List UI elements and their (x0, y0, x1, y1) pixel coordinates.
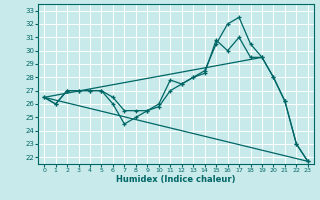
X-axis label: Humidex (Indice chaleur): Humidex (Indice chaleur) (116, 175, 236, 184)
